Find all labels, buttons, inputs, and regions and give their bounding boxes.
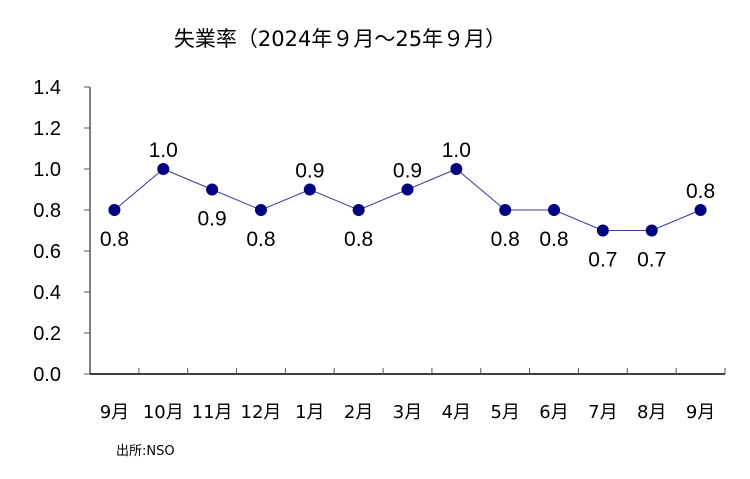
data-point-marker <box>645 224 658 237</box>
data-label: 0.8 <box>686 180 715 203</box>
data-point-marker <box>499 204 512 216</box>
x-tick-label: 10月 <box>143 402 184 423</box>
x-tick-label: 3月 <box>393 402 422 423</box>
data-point-marker <box>254 204 267 216</box>
data-point-marker <box>401 183 414 196</box>
x-tick-label: 11月 <box>192 402 233 423</box>
data-label: 0.7 <box>588 249 617 272</box>
data-label: 0.8 <box>246 228 275 251</box>
data-label: 0.9 <box>198 208 227 231</box>
y-tick-label: 0.0 <box>33 364 61 386</box>
data-point-marker <box>352 204 365 216</box>
x-tick-label: 12月 <box>241 402 282 423</box>
data-label: 0.8 <box>539 228 568 251</box>
data-point-marker <box>206 183 219 196</box>
x-tick-label: 1月 <box>295 402 324 423</box>
data-point-marker <box>694 204 707 216</box>
y-tick-label: 0.8 <box>33 200 61 222</box>
data-label: 1.0 <box>149 139 178 162</box>
data-label: 0.7 <box>637 249 666 272</box>
data-point-marker <box>450 163 463 175</box>
y-tick-label: 0.4 <box>33 282 61 304</box>
data-label: 0.8 <box>491 228 520 251</box>
y-tick-label: 0.2 <box>33 323 61 345</box>
x-tick-label: 2月 <box>344 402 373 423</box>
data-label: 0.9 <box>393 160 422 183</box>
x-tick-label: 7月 <box>588 402 617 423</box>
x-tick-label: 9月 <box>100 402 129 423</box>
y-tick-label: 1.0 <box>33 159 61 181</box>
chart-title: 失業率（2024年９月～25年９月） <box>174 27 506 51</box>
data-point-marker <box>108 204 121 216</box>
y-tick-label: 1.4 <box>33 77 61 99</box>
x-tick-label: 6月 <box>539 402 568 423</box>
y-tick-label: 1.2 <box>33 118 61 140</box>
x-tick-label: 4月 <box>442 402 471 423</box>
data-point-marker <box>303 183 316 196</box>
data-point-marker <box>548 204 561 216</box>
series-unemployment-rate: 0.8 1.0 0.9 0.8 0.9 0.8 0.9 1.0 0.8 0.8 0.7 0.7 0.8 <box>100 139 715 272</box>
data-point-marker <box>157 163 170 175</box>
x-tick-label: 8月 <box>637 402 666 423</box>
data-point-marker <box>596 224 609 237</box>
x-tick-label: 9月 <box>686 402 715 423</box>
data-label: 0.9 <box>295 160 324 183</box>
data-label: 0.8 <box>100 228 129 251</box>
x-tick-label: 5月 <box>490 402 519 423</box>
x-axis: 9月 10月 11月 12月 1月 2月 3月 4月 5月 6月 7月 8月 9月 <box>90 368 726 423</box>
data-label: 1.0 <box>442 139 471 162</box>
data-label: 0.8 <box>344 228 373 251</box>
source-note: 出所:NSO <box>116 444 175 459</box>
y-axis: 0.0 0.2 0.4 0.6 0.8 1.0 1.2 1.4 <box>33 77 91 386</box>
y-tick-label: 0.6 <box>33 241 61 263</box>
